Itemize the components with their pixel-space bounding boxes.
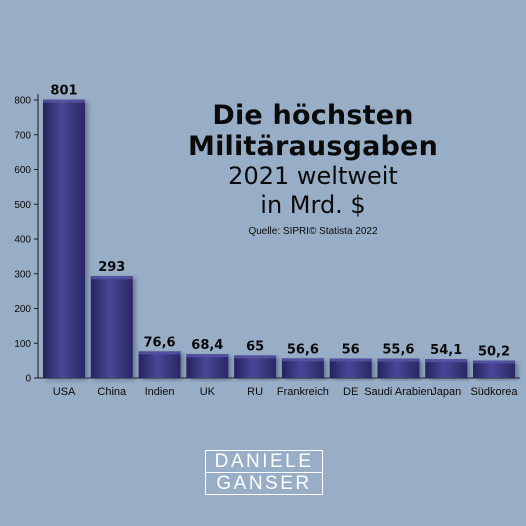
value-label: 76,6 [144,335,176,350]
bar-top-highlight [425,359,468,363]
chart-title-line-2: Militärausgaben [188,131,438,162]
logo-line-1: DANIELE [214,451,314,472]
y-tick-label: 100 [14,339,31,350]
bar-top-highlight [90,276,133,280]
y-tick-label: 0 [25,374,31,385]
x-tick-label: China [97,386,127,398]
bar [329,358,372,378]
y-tick-label: 300 [14,269,31,280]
bar-top-highlight [43,99,85,103]
bar [281,358,324,378]
chart-subtitle-line-1: 2021 weltweit [228,162,398,190]
value-label: 293 [98,260,125,275]
y-tick-label: 700 [14,130,31,141]
x-tick-label: RU [247,386,263,398]
bar-top-highlight [234,355,277,359]
value-label: 65 [246,339,264,354]
x-tick-label: Südkorea [470,386,518,398]
x-axis-labels: USA China Indien UK RU Frankreich DE Saudi Arab… [53,386,519,398]
y-tick-label: 800 [14,96,31,107]
bar [138,351,181,378]
x-tick-label: DE [343,386,358,398]
bar-top-highlight [138,351,181,355]
value-label: 68,4 [191,338,223,353]
bar [377,358,420,378]
bar [234,355,277,378]
bar [425,359,468,378]
logo-divider [206,472,322,473]
y-tick-label: 200 [14,304,31,315]
chart-source: Quelle: SIPRI© Statista 2022 [248,226,378,237]
bar-top-highlight [186,354,229,358]
bar-top-highlight [473,360,515,364]
bar [186,354,229,378]
bar-top-highlight [281,358,324,362]
value-label: 56,6 [287,342,319,357]
chart-title-line-1: Die höchsten [212,100,414,131]
value-label: 50,2 [478,345,510,360]
value-label: 56 [342,343,360,358]
bars [43,99,515,378]
value-label: 801 [50,84,77,99]
y-tick-label: 500 [14,200,31,211]
x-tick-label: USA [53,386,76,398]
value-labels: 801 293 76,6 68,4 65 56,6 56 55,6 54,1 50,2 [50,84,510,360]
bar [43,99,85,378]
bar [90,276,133,378]
value-label: 54,1 [430,343,462,358]
x-tick-label: Japan [431,386,461,398]
daniele-ganser-logo: DANIELE GANSER [205,450,323,495]
y-tick-label: 600 [14,165,31,176]
x-tick-label: Frankreich [277,386,329,398]
bar-top-highlight [377,358,420,362]
x-tick-label: UK [200,386,216,398]
chart-subtitle-line-2: in Mrd. $ [260,191,366,219]
x-tick-label: Saudi Arabien [364,386,433,398]
logo-line-2: GANSER [216,473,312,494]
value-label: 55,6 [382,343,414,358]
bar [473,360,515,378]
y-tick-label: 400 [14,235,31,246]
x-tick-label: Indien [145,386,175,398]
chart-title-block: Die höchsten Militärausgaben 2021 weltwe… [168,100,458,237]
bar-top-highlight [329,358,372,362]
